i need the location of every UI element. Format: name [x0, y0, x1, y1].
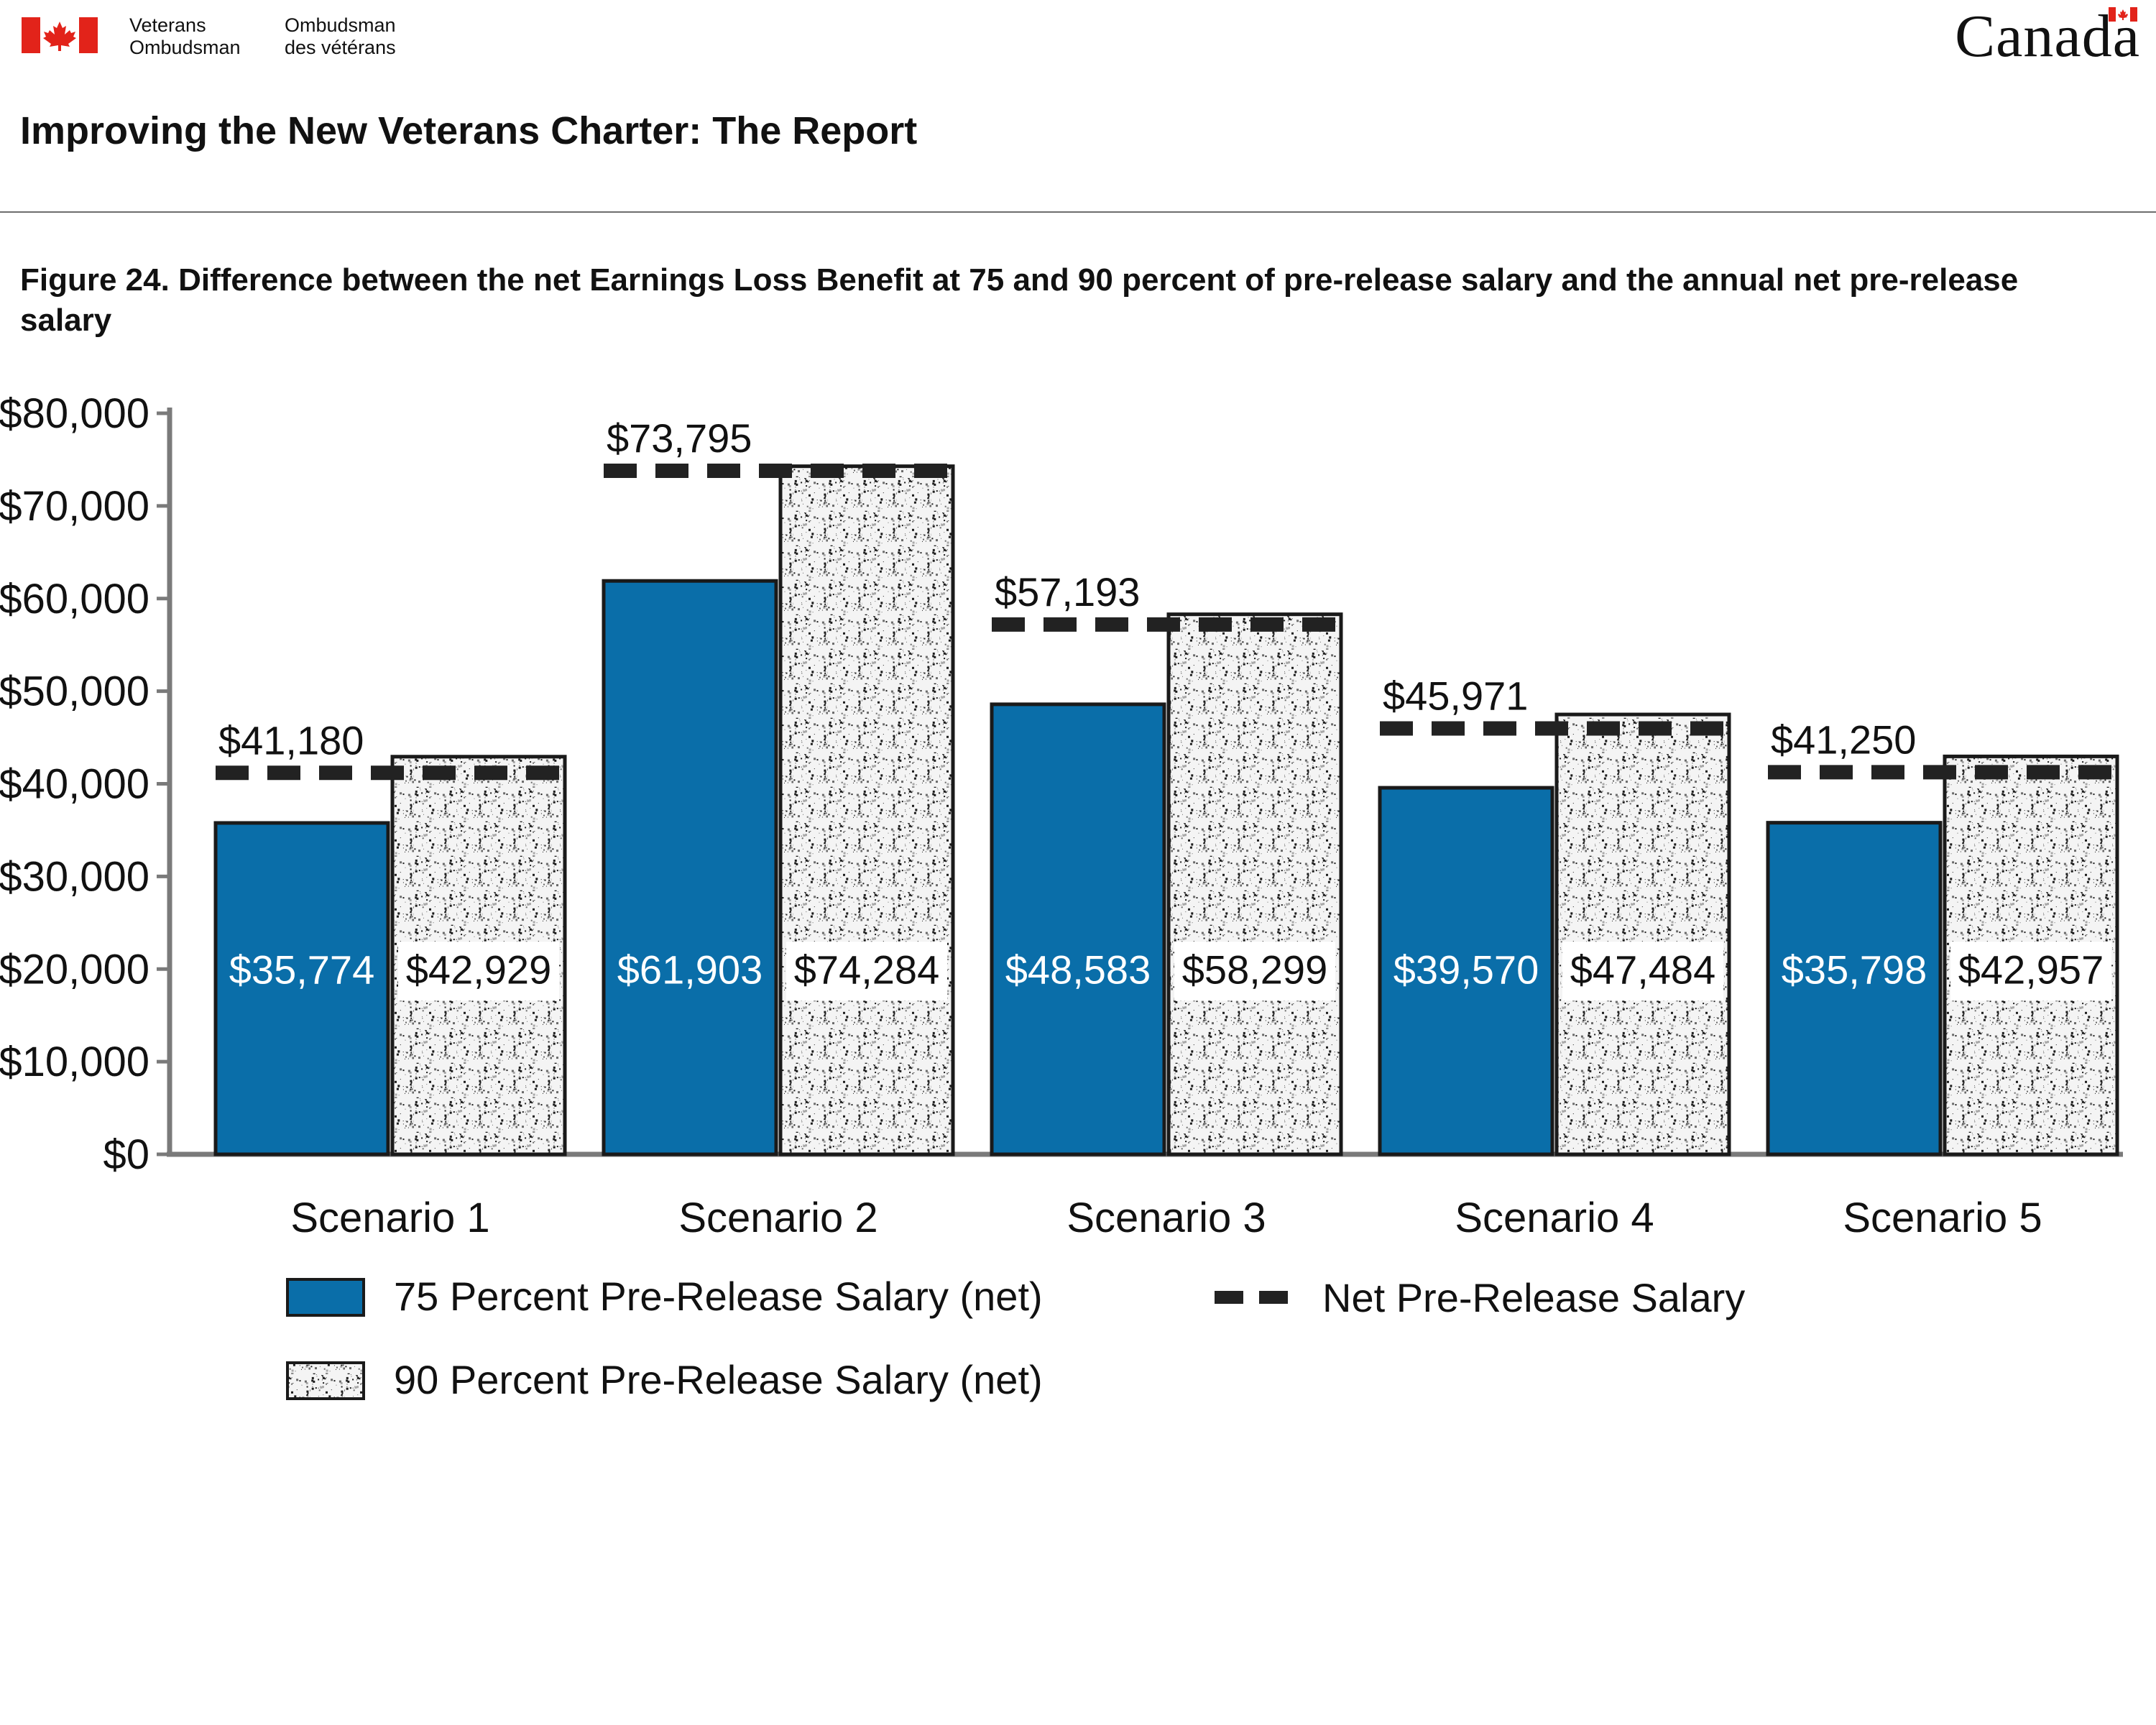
net-salary-value-label: $45,971 — [1383, 673, 1528, 719]
legend-label-75: 75 Percent Pre-Release Salary (net) — [394, 1274, 1043, 1319]
y-tick-label: $70,000 — [0, 483, 149, 530]
net-salary-value-label: $73,795 — [607, 415, 752, 461]
org-en-line1: Veterans — [129, 14, 206, 36]
x-category-label: Scenario 1 — [290, 1195, 489, 1241]
bar-90-value-label: $58,299 — [1182, 947, 1327, 992]
y-tick-label: $80,000 — [0, 390, 149, 437]
net-salary-value-label: $41,250 — [1771, 717, 1916, 762]
header-divider — [0, 211, 2156, 213]
bar-75-value-label: $35,798 — [1782, 947, 1927, 992]
canada-flag-icon — [22, 17, 98, 53]
bar-90-label-backdrop — [398, 942, 559, 1001]
chart-legend: 75 Percent Pre-Release Salary (net) 90 Pe… — [286, 1274, 1745, 1402]
org-name-english: Veterans Ombudsman — [129, 14, 241, 59]
org-fr-line1: Ombudsman — [285, 14, 396, 36]
bar-90-label-backdrop — [1174, 942, 1335, 1001]
bar-75-percent — [990, 702, 1166, 1156]
bar-75-percent — [1378, 786, 1554, 1156]
bar-chart: $0 $10,000 $20,000 $30,000 $40,000 $50,000 $60… — [0, 390, 2123, 1402]
report-title: Improving the New Veterans Charter: The … — [20, 109, 918, 152]
bar-75-value-label: $39,570 — [1393, 947, 1539, 992]
y-tick-label: $0 — [103, 1131, 149, 1178]
bar-90-percent — [1554, 712, 1731, 1156]
x-category-label: Scenario 4 — [1455, 1195, 1654, 1241]
bar-75-value-label: $48,583 — [1005, 947, 1151, 992]
y-tick-label: $50,000 — [0, 668, 149, 715]
bar-75-value-label: $61,903 — [617, 947, 763, 992]
figure-caption: Figure 24. Difference between the net Ea… — [20, 262, 2019, 338]
x-category-label: Scenario 3 — [1067, 1195, 1266, 1241]
wordmark-flag-icon — [2109, 7, 2137, 22]
bar-75-percent — [1766, 821, 1943, 1156]
bar-90-value-label: $74,284 — [794, 947, 939, 992]
bar-90-label-backdrop — [1562, 942, 1723, 1001]
net-salary-value-label: $41,180 — [218, 717, 364, 763]
legend-swatch-90 — [286, 1361, 365, 1400]
y-tick-label: $60,000 — [0, 576, 149, 622]
y-tick-label: $30,000 — [0, 853, 149, 900]
y-tick-label: $40,000 — [0, 761, 149, 808]
org-en-line2: Ombudsman — [129, 37, 241, 58]
bar-75-percent — [213, 821, 390, 1156]
bar-75-percent — [602, 579, 778, 1156]
y-tick-label: $10,000 — [0, 1039, 149, 1085]
x-category-label: Scenario 2 — [678, 1195, 877, 1241]
bar-75-value-label: $35,774 — [229, 947, 374, 992]
bar-90-value-label: $42,957 — [1958, 947, 2104, 992]
bar-90-percent — [778, 464, 955, 1156]
bar-90-value-label: $47,484 — [1570, 947, 1715, 992]
legend-swatch-75 — [286, 1278, 365, 1317]
y-tick-label: $20,000 — [0, 946, 149, 993]
bar-90-label-backdrop — [1950, 942, 2111, 1001]
bar-90-percent — [1166, 612, 1343, 1156]
bar-90-label-backdrop — [786, 942, 947, 1001]
legend-label-90: 90 Percent Pre-Release Salary (net) — [394, 1357, 1043, 1402]
x-category-label: Scenario 5 — [1843, 1195, 2042, 1241]
page-header: Veterans Ombudsman Ombudsman des vétéran… — [0, 0, 2156, 338]
org-name-french: Ombudsman des vétérans — [285, 14, 396, 59]
org-fr-line2: des vétérans — [285, 37, 396, 58]
bar-90-value-label: $42,929 — [406, 947, 551, 992]
net-salary-value-label: $57,193 — [995, 569, 1140, 615]
legend-label-net: Net Pre-Release Salary — [1322, 1275, 1745, 1320]
